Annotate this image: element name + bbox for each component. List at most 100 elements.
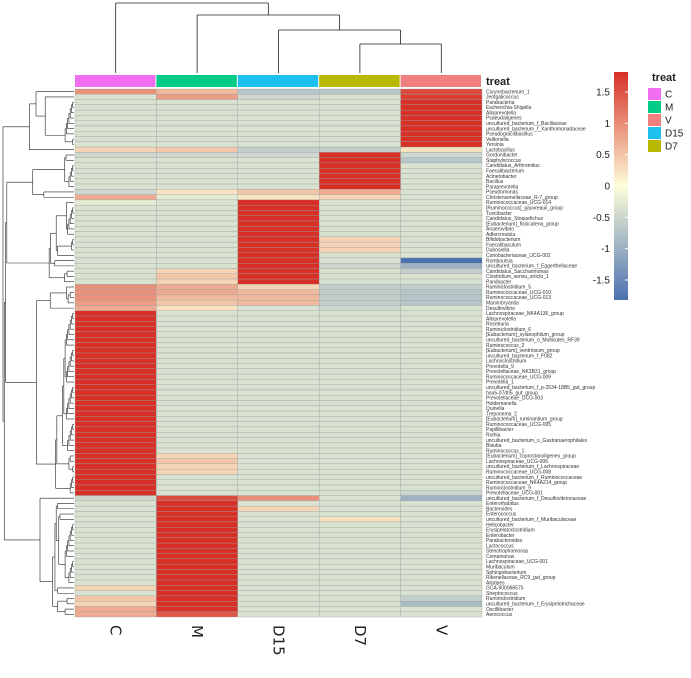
heatmap-cell (74, 173, 157, 179)
heatmap-cell (74, 400, 157, 406)
heatmap-cell (74, 178, 157, 185)
heatmap-cell (74, 220, 157, 227)
heatmap-cell (400, 210, 483, 216)
heatmap-cell (319, 495, 401, 502)
heatmap-cell (237, 189, 320, 195)
heatmap-cell (400, 437, 483, 443)
row-label: Lachnoclostridium (486, 359, 526, 365)
heatmap-cell (319, 109, 401, 116)
heatmap-cell (319, 585, 401, 591)
column-label-m: M (188, 625, 206, 638)
heatmap-cell (319, 468, 401, 475)
row-label: Jeotgalicoccus (486, 95, 519, 101)
annotation-cell-c (75, 75, 156, 87)
row-label: Stenotrophomonas (486, 549, 529, 555)
group-legend-label: D7 (665, 142, 678, 153)
heatmap-cell (156, 574, 238, 581)
heatmap-cell (400, 400, 483, 406)
row-label: uncultured_bacterium_f_p-2534-18B5_gut_g… (486, 385, 595, 391)
heatmap-cell (400, 131, 483, 137)
heatmap-cell (400, 178, 483, 185)
heatmap-cell (400, 574, 483, 581)
row-label: Ruminococcaceae_UCG-014 (486, 200, 551, 206)
heatmap-cell (74, 479, 157, 486)
heatmap-cell (74, 252, 157, 259)
heatmap-cell (237, 500, 320, 507)
heatmap-cell (319, 231, 401, 238)
row-label: Lachnospiraceae_UCG-001 (486, 559, 548, 565)
heatmap-cell (74, 210, 157, 216)
heatmap-cell (237, 336, 320, 343)
row-label: uncultured_bacterium_f_Muribaculaceae (486, 517, 577, 523)
row-label: Oscillibacter (486, 607, 514, 613)
heatmap-cell (400, 226, 483, 232)
heatmap-cell (74, 495, 157, 502)
heatmap-cell (156, 241, 238, 248)
heatmap-cell (237, 373, 320, 380)
row-label: Ruminiclostridium_9 (486, 485, 531, 491)
heatmap-cell (156, 479, 238, 486)
heatmap-cell (400, 120, 483, 127)
heatmap-cell (237, 463, 320, 470)
heatmap-cell (237, 157, 320, 164)
heatmap-cell (319, 204, 401, 211)
heatmap-cell (156, 405, 238, 412)
heatmap-cell (237, 104, 320, 111)
heatmap-cell (400, 300, 483, 306)
heatmap-cell (237, 342, 320, 348)
heatmap-cell (400, 215, 483, 222)
row-label: hoa5-07d05_gut_group (486, 390, 538, 396)
row-label: uncultured_bacterium_f_Lachnospiraceae (486, 464, 579, 470)
heatmap-cell (156, 389, 238, 396)
row-label: Papillibacter (486, 427, 514, 433)
row-label: Sphingobacterium (486, 570, 526, 576)
heatmap-cell (237, 405, 320, 412)
heatmap-cell (319, 326, 401, 333)
row-label: Veillonella (486, 137, 509, 143)
heatmap-cell (319, 553, 401, 560)
row-label: Romboutsia (486, 258, 513, 264)
heatmap-cell (74, 537, 157, 544)
heatmap-cell (319, 569, 401, 575)
column-label-d15: D15 (270, 625, 288, 656)
heatmap-cell (156, 521, 238, 528)
heatmap-cell (319, 395, 401, 401)
group-legend-swatch (648, 114, 661, 126)
heatmap-cell (74, 511, 157, 517)
heatmap-cell (156, 379, 238, 385)
heatmap-cell (237, 99, 320, 106)
heatmap-cell (74, 294, 157, 301)
row-label: uncultured_bacterium_f_Bacillaceae (486, 121, 567, 127)
heatmap-cell (74, 432, 157, 438)
heatmap-cell (319, 611, 401, 618)
row-label: Ruminococcus_1 (486, 448, 525, 454)
heatmap-cell (156, 373, 238, 380)
heatmap-cell (237, 305, 320, 311)
heatmap-cell (156, 178, 238, 185)
row-label: Lactobacillus (486, 147, 515, 153)
heatmap-cell (319, 273, 401, 280)
heatmap-cell (237, 358, 320, 364)
heatmap-cell (319, 542, 401, 549)
group-legend-swatch (648, 127, 661, 139)
heatmap-cell (237, 131, 320, 137)
heatmap-cell (74, 109, 157, 116)
heatmap-cell (74, 241, 157, 248)
heatmap-cell (400, 463, 483, 470)
heatmap-cell (319, 373, 401, 380)
row-label: Ruminococcaceae_UCG-008 (486, 469, 551, 475)
heatmap-cell (74, 120, 157, 127)
heatmap-cell (156, 600, 238, 607)
row-label: Rikenellaceae_RC9_gut_group (486, 575, 556, 581)
heatmap-cell (237, 579, 320, 586)
heatmap-cell (74, 194, 157, 201)
heatmap-cell (156, 553, 238, 560)
group-legend-label: C (665, 90, 672, 101)
heatmap-cell (400, 389, 483, 396)
heatmap-cell (400, 484, 483, 491)
heatmap-cell (237, 194, 320, 201)
heatmap-cell (319, 490, 401, 496)
heatmap-cell (400, 236, 483, 243)
heatmap-cell (74, 136, 157, 142)
heatmap-cell (237, 204, 320, 211)
